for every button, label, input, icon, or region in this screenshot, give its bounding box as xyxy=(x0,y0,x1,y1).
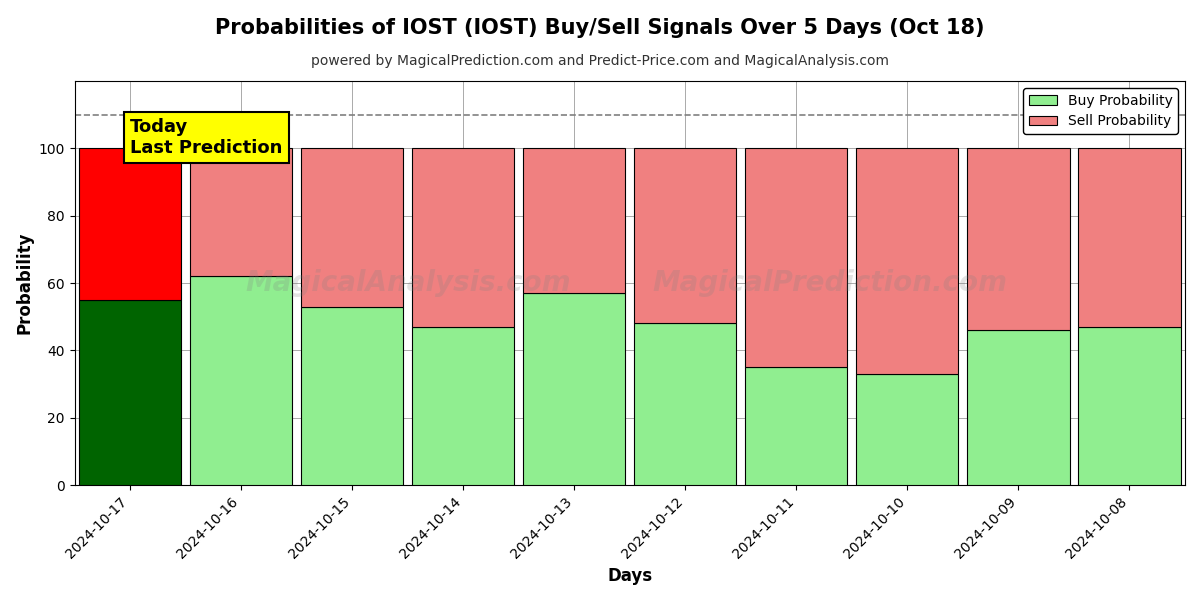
Bar xyxy=(635,148,737,323)
Bar xyxy=(745,148,847,367)
Bar xyxy=(301,148,403,307)
Bar xyxy=(1079,148,1181,327)
Text: Probabilities of IOST (IOST) Buy/Sell Signals Over 5 Days (Oct 18): Probabilities of IOST (IOST) Buy/Sell Si… xyxy=(215,18,985,38)
Bar xyxy=(745,367,847,485)
X-axis label: Days: Days xyxy=(607,567,653,585)
Bar xyxy=(857,148,959,374)
Bar xyxy=(967,148,1069,330)
Bar xyxy=(1079,327,1181,485)
Text: Today
Last Prediction: Today Last Prediction xyxy=(130,118,282,157)
Bar xyxy=(79,148,181,300)
Bar xyxy=(412,327,515,485)
Text: MagicalAnalysis.com: MagicalAnalysis.com xyxy=(245,269,570,297)
Bar xyxy=(190,148,293,277)
Bar xyxy=(412,148,515,327)
Bar xyxy=(301,307,403,485)
Bar xyxy=(523,148,625,293)
Bar xyxy=(79,300,181,485)
Bar xyxy=(190,277,293,485)
Bar xyxy=(523,293,625,485)
Text: MagicalPrediction.com: MagicalPrediction.com xyxy=(652,269,1007,297)
Bar xyxy=(967,330,1069,485)
Text: powered by MagicalPrediction.com and Predict-Price.com and MagicalAnalysis.com: powered by MagicalPrediction.com and Pre… xyxy=(311,54,889,68)
Bar xyxy=(857,374,959,485)
Y-axis label: Probability: Probability xyxy=(16,232,34,334)
Legend: Buy Probability, Sell Probability: Buy Probability, Sell Probability xyxy=(1024,88,1178,134)
Bar xyxy=(635,323,737,485)
